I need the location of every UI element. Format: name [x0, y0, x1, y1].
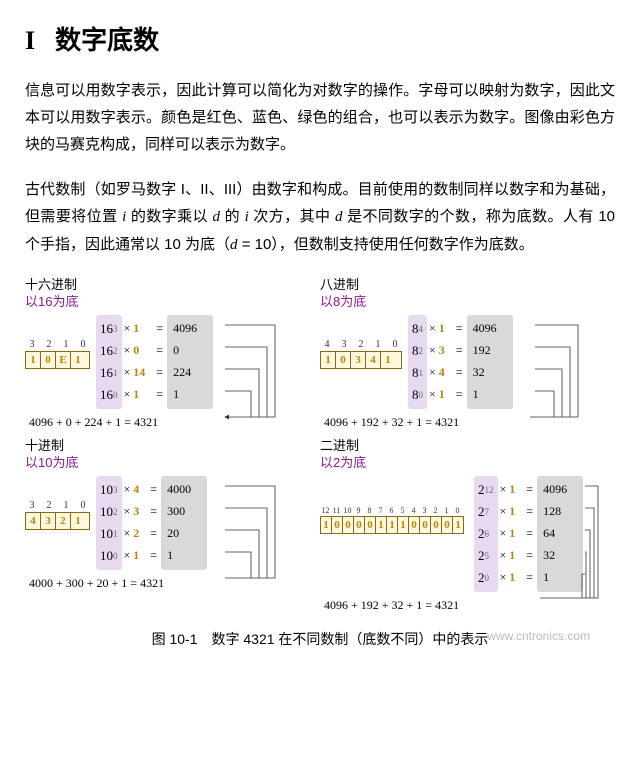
calc-area: 103 102 101 100 × 4 × 3 × 2 × 1 ==== 400… — [96, 476, 207, 570]
powers-column: 212 27 26 25 20 — [474, 476, 498, 592]
digits: 1 0 E 1 — [25, 351, 90, 369]
positions: 4 3 2 1 0 — [320, 339, 402, 350]
calc-area: 84 82 81 80 × 1 × 3 × 4 × 1 ==== 4096 19… — [408, 315, 513, 409]
digit-block: 3 2 1 0 1 0 E 1 — [25, 339, 90, 369]
panel-title: 八进制 以8为底 — [320, 277, 605, 311]
digit-block: 12 11 10 9 8 7 6 5 4 3 2 1 0 — [320, 506, 464, 534]
sum-line: 4000 + 300 + 20 + 1 = 4321 — [29, 576, 310, 591]
paragraph-1: 信息可以用数字表示，因此计算可以简化为对数字的操作。字母可以映射为数字，因此文本… — [25, 77, 615, 158]
eq-column: ==== — [150, 315, 167, 409]
panel-title: 二进制 以2为底 — [320, 438, 605, 472]
results-column: 4096 192 32 1 — [467, 315, 513, 409]
eq-column: ==== — [450, 315, 467, 409]
digits: 1 0 0 0 0 1 1 1 0 0 0 0 1 — [320, 516, 464, 534]
panel-oct: 八进制 以8为底 4 3 2 1 0 1 0 3 4 1 — [320, 277, 605, 430]
results-column: 4000 300 20 1 — [161, 476, 207, 570]
results-column: 4096 0 224 1 — [167, 315, 213, 409]
mult-column: × 1 × 1 × 1 × 1 × 1 — [498, 476, 521, 592]
paragraph-2: 古代数制（如罗马数字 I、II、III）由数字和构成。目前使用的数制同样以数字和… — [25, 176, 615, 259]
page: I 数字底数 信息可以用数字表示，因此计算可以简化为对数字的操作。字母可以映射为数… — [25, 20, 615, 649]
positions: 3 2 1 0 — [25, 339, 90, 350]
panel-hex: 十六进制 以16为底 3 2 1 0 1 0 E 1 1 — [25, 277, 310, 430]
digits: 1 0 3 4 1 — [320, 351, 402, 369]
eq-column: ==== — [144, 476, 161, 570]
sum-line: 4096 + 192 + 32 + 1 = 4321 — [324, 415, 605, 430]
figure-panels: 十六进制 以16为底 3 2 1 0 1 0 E 1 1 — [25, 277, 615, 613]
panel-bin: 二进制 以2为底 12 11 10 9 8 7 6 5 4 3 — [320, 438, 605, 613]
mult-column: × 4 × 3 × 2 × 1 — [122, 476, 145, 570]
watermark: www.cntronics.com — [487, 629, 590, 643]
digit-block: 3 2 1 0 4 3 2 1 — [25, 500, 90, 530]
digits: 4 3 2 1 — [25, 512, 90, 530]
chapter-heading: I 数字底数 — [25, 20, 615, 57]
chapter-number: I — [25, 26, 35, 55]
eq-column: ===== — [520, 476, 537, 592]
calc-area: 163 162 161 160 × 1 × 0 × 14 × 1 ==== 40… — [96, 315, 213, 409]
chapter-title: 数字底数 — [55, 25, 159, 55]
positions: 12 11 10 9 8 7 6 5 4 3 2 1 0 — [320, 506, 464, 515]
powers-column: 84 82 81 80 — [408, 315, 427, 409]
digit-block: 4 3 2 1 0 1 0 3 4 1 — [320, 339, 402, 369]
powers-column: 163 162 161 160 — [96, 315, 122, 409]
powers-column: 103 102 101 100 — [96, 476, 122, 570]
sum-line: 4096 + 192 + 32 + 1 = 4321 — [324, 598, 605, 613]
panel-title: 十六进制 以16为底 — [25, 277, 310, 311]
positions: 3 2 1 0 — [25, 500, 90, 511]
results-column: 4096 128 64 32 1 — [537, 476, 583, 592]
panel-dec: 十进制 以10为底 3 2 1 0 4 3 2 1 10 — [25, 438, 310, 613]
sum-line: 4096 + 0 + 224 + 1 = 4321 — [29, 415, 310, 430]
panel-title: 十进制 以10为底 — [25, 438, 310, 472]
mult-column: × 1 × 0 × 14 × 1 — [122, 315, 151, 409]
mult-column: × 1 × 3 × 4 × 1 — [427, 315, 450, 409]
calc-area: 212 27 26 25 20 × 1 × 1 × 1 × 1 × 1 — [474, 476, 583, 592]
